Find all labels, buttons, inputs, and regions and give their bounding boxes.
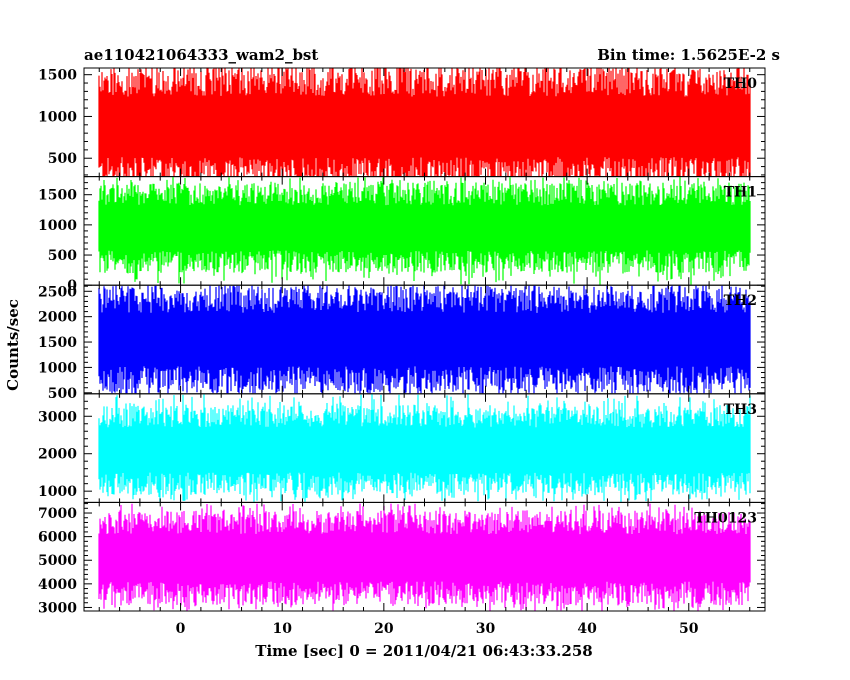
y-tick-label: 2500 [38,284,77,300]
x-axis-label: Time [sec] 0 = 2011/04/21 06:43:33.258 [255,642,592,660]
panel-th3: 1000 2000 3000 TH3 [38,393,766,503]
chart-title: ae110421064333_wam2_bst [84,46,318,64]
panel-th0: 500 1000 1500 TH0 [38,67,766,178]
series-trace-th3 [98,394,751,502]
x-tick-label: 10 [272,621,292,637]
panel-th0123: 3000 4000 5000 6000 7000 TH0123 [38,501,766,616]
y-tick-label: 500 [48,248,77,264]
series-trace-th0123 [98,503,751,611]
panel-label-th1: TH1 [724,185,757,201]
x-tick-label: 50 [679,621,699,637]
panel-label-th2: TH2 [724,293,757,309]
y-tick-label: 1000 [38,109,77,125]
x-tick-label: 30 [476,621,496,637]
y-tick-label: 2000 [38,310,77,326]
y-axis-label: Counts/sec [4,299,22,391]
panel-label-th0: TH0 [724,76,758,92]
y-tick-label: 500 [48,386,77,402]
y-tick-label: 3000 [38,600,77,616]
x-tick-label: 40 [577,621,597,637]
y-tick-label: 4000 [38,577,77,593]
y-tick-label: 6000 [38,530,77,546]
y-tick-label: 1500 [38,68,77,84]
y-tick-label: 1500 [38,335,77,351]
y-tick-label: 0 [67,278,77,294]
panel-th1: 0 500 1000 1500 TH1 [38,176,766,294]
y-tick-label: 1000 [38,360,77,376]
y-tick-label: 7000 [38,506,77,522]
x-tick-label: 20 [374,621,394,637]
x-tick-label: 0 [176,621,186,637]
panel-label-th0123: TH0123 [694,510,757,526]
y-tick-label: 1500 [38,188,77,204]
y-tick-label: 5000 [38,553,77,569]
series-trace-th1 [98,177,751,285]
y-tick-label: 3000 [38,409,77,425]
series-trace-th2 [98,285,751,394]
y-tick-label: 500 [48,151,77,167]
y-tick-label: 2000 [38,447,77,463]
y-tick-label: 1000 [38,218,77,234]
panel-label-th3: TH3 [724,402,757,418]
series-trace-th0 [98,68,751,177]
y-tick-label: 1000 [38,484,77,500]
panel-th2: 500 1000 1500 2000 2500 TH2 [38,284,766,402]
bin-time-label: Bin time: 1.5625E-2 s [597,46,780,64]
